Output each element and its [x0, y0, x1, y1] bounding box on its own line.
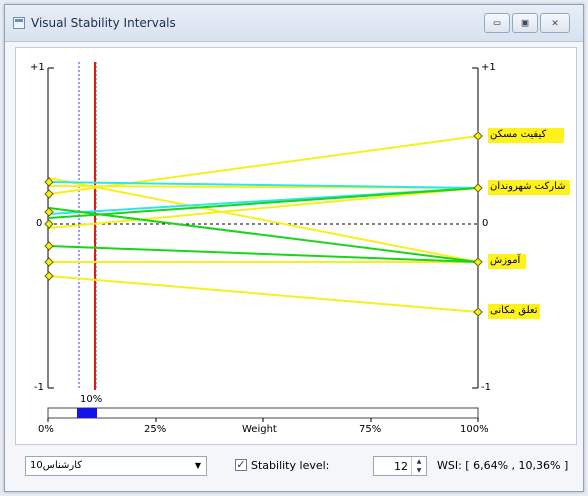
control-bar: کارشناس10 ▼ ✓ Stability level: 12 ▲ ▼ WS… — [15, 449, 575, 483]
criterion-bg-housing-quality — [488, 128, 564, 143]
title-bar: Visual Stability Intervals ▭ ▣ ✕ — [5, 5, 583, 42]
maximize-button[interactable]: ▣ — [512, 13, 538, 33]
right-marker-participation — [473, 183, 483, 193]
left-axis-top-label: +1 — [30, 62, 45, 73]
chevron-down-icon[interactable]: ▼ — [194, 461, 202, 470]
right-axis-zero-label: 0 — [482, 218, 489, 229]
stability-checkbox[interactable]: ✓ — [235, 458, 247, 471]
wsi-readout: WSI: [ 6,64% , 10,36% ] — [437, 459, 569, 472]
weight-slider-track — [47, 407, 479, 419]
line-education-2 — [48, 177, 479, 263]
left-marker — [44, 177, 54, 187]
right-axis-top-label: +1 — [481, 62, 496, 73]
line-belonging — [48, 275, 479, 313]
left-axis-bottom-label: -1 — [34, 382, 44, 393]
expert-select[interactable]: کارشناس10 ▼ — [25, 456, 207, 476]
expert-select-value: کارشناس10 — [30, 460, 83, 471]
weight-slider-range — [77, 408, 97, 418]
right-markers — [473, 131, 483, 317]
left-marker — [44, 241, 54, 251]
line-green-1 — [48, 207, 479, 263]
left-marker — [44, 257, 54, 267]
line-green-2 — [48, 245, 479, 263]
weight-tick-0: 0% — [38, 424, 54, 435]
criterion-label-belonging[interactable]: تعلق مکانی — [490, 305, 538, 316]
left-marker — [44, 189, 54, 199]
app-icon — [13, 17, 25, 29]
criterion-bg-belonging — [488, 304, 540, 319]
stability-chart — [44, 62, 570, 422]
criterion-bg-participation — [488, 180, 570, 195]
left-axis-zero-label: 0 — [36, 218, 43, 229]
visual-stability-window: Visual Stability Intervals ▭ ▣ ✕ — [4, 4, 584, 492]
stability-level-value[interactable]: 12 — [394, 460, 408, 473]
weight-tick-100: 100% — [460, 424, 489, 435]
line-green-3 — [48, 187, 479, 219]
line-cyan-1 — [48, 181, 479, 189]
spinner-down-icon[interactable]: ▼ — [416, 467, 422, 474]
line-housing-quality — [48, 135, 479, 195]
right-marker-belonging — [473, 307, 483, 317]
spinner-buttons: ▲ ▼ — [411, 457, 426, 475]
criterion-label-housing-quality[interactable]: کیفیت مسکن — [490, 129, 547, 140]
stability-plot: +1 0 -1 +1 0 -1 کیفیت مسکن شارکت شهروندا… — [15, 47, 577, 445]
window-title: Visual Stability Intervals — [31, 16, 176, 30]
current-weight-label: 10% — [80, 394, 103, 405]
left-markers — [44, 177, 54, 281]
line-participation-2 — [48, 187, 479, 229]
stability-level-spinner[interactable]: 12 ▲ ▼ — [373, 456, 427, 476]
weight-tick-25: 25% — [144, 424, 167, 435]
right-marker-housing-quality — [473, 131, 483, 141]
criterion-bg-education — [488, 254, 526, 269]
spinner-up-icon[interactable]: ▲ — [416, 458, 422, 465]
left-marker — [44, 271, 54, 281]
right-axis-bottom-label: -1 — [481, 382, 491, 393]
criterion-label-participation[interactable]: شارکت شهروندان — [490, 181, 566, 192]
stability-level-label: Stability level: — [251, 459, 330, 472]
left-marker — [44, 207, 54, 217]
right-marker-education — [473, 257, 483, 267]
close-button[interactable]: ✕ — [540, 13, 570, 33]
criterion-label-education[interactable]: آموزش — [490, 255, 521, 266]
weight-axis-title: Weight — [242, 424, 277, 435]
left-marker — [44, 219, 54, 229]
minimize-button[interactable]: ▭ — [484, 13, 510, 33]
weight-tick-75: 75% — [359, 424, 382, 435]
